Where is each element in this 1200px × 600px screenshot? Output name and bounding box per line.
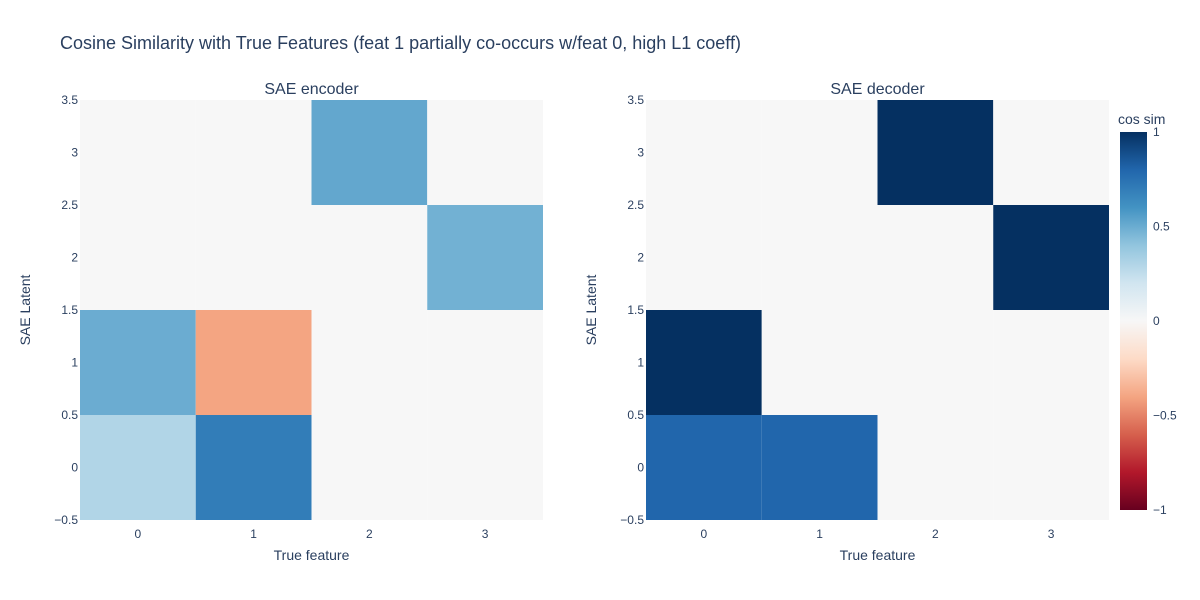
heatmap-cell: [646, 415, 762, 520]
heatmap-cell: [195, 415, 312, 520]
heatmap-cell: [761, 100, 878, 205]
y-tick-label: 0: [71, 461, 78, 475]
heatmap-cell: [877, 100, 994, 205]
heatmap-cell: [761, 415, 878, 520]
heatmap-cell: [80, 205, 196, 310]
y-tick-label: 2: [637, 251, 644, 265]
x-tick-label: 0: [135, 527, 142, 541]
heatmap-panel-1: 0 1 2 3 −0.5 0 0.5 1 1.5 2 2.5 3 3.5 SAE decoder True …: [583, 81, 1109, 563]
colorbar-tick-label: −0.5: [1153, 409, 1177, 423]
heatmap-cell: [80, 100, 196, 205]
heatmap-cell: [80, 310, 196, 415]
y-tick-label: 3: [637, 146, 644, 160]
heatmap-cell: [646, 310, 762, 415]
heatmap-cell: [427, 100, 543, 205]
heatmap-cell: [993, 310, 1109, 415]
x-axis-title: True feature: [840, 547, 916, 563]
heatmap-cell: [195, 310, 312, 415]
heatmap-cell: [80, 415, 196, 520]
y-tick-label: 3.5: [61, 93, 78, 107]
x-tick-label: 2: [932, 527, 939, 541]
y-tick-label: 3: [71, 146, 78, 160]
heatmap-panel-0: 0 1 2 3 −0.5 0 0.5 1 1.5 2 2.5 3 3.5 SAE encoder True …: [17, 81, 543, 563]
colorbar-tick-label: −1: [1153, 503, 1167, 517]
heatmap-cell: [195, 100, 312, 205]
heatmap-cell: [646, 205, 762, 310]
heatmap-cell: [877, 310, 994, 415]
heatmap-cell: [195, 205, 312, 310]
chart-title: Cosine Similarity with True Features (fe…: [60, 33, 741, 53]
y-axis-title: SAE Latent: [583, 274, 599, 345]
x-tick-label: 2: [366, 527, 373, 541]
heatmap-cell: [646, 100, 762, 205]
y-tick-label: 2: [71, 251, 78, 265]
heatmap-cell: [311, 415, 428, 520]
y-tick-label: 0: [637, 461, 644, 475]
heatmap-cell: [877, 205, 994, 310]
heatmap-cell: [427, 310, 543, 415]
subplot-title: SAE encoder: [264, 81, 359, 98]
x-tick-label: 1: [816, 527, 823, 541]
y-tick-label: −0.5: [54, 513, 78, 527]
heatmap-cell: [427, 205, 543, 310]
x-tick-label: 0: [701, 527, 708, 541]
y-tick-label: 1: [637, 356, 644, 370]
y-tick-label: 2.5: [61, 198, 78, 212]
heatmap-cell: [311, 310, 428, 415]
heatmap-cell: [993, 415, 1109, 520]
heatmap-cell: [993, 100, 1109, 205]
x-tick-label: 3: [1048, 527, 1055, 541]
colorbar-gradient: [1120, 132, 1147, 510]
y-tick-label: 1.5: [627, 303, 644, 317]
y-tick-label: 2.5: [627, 198, 644, 212]
y-tick-label: 0.5: [627, 408, 644, 422]
colorbar-tick-label: 0.5: [1153, 220, 1170, 234]
heatmap-cell: [427, 415, 543, 520]
colorbar-tick-label: 1: [1153, 125, 1160, 139]
subplot-title: SAE decoder: [830, 81, 925, 98]
x-axis-title: True feature: [274, 547, 350, 563]
colorbar: cos sim 1 0.5 0 −0.5 −1: [1118, 111, 1177, 517]
y-tick-label: 0.5: [61, 408, 78, 422]
heatmap-cell: [761, 205, 878, 310]
colorbar-tick-label: 0: [1153, 314, 1160, 328]
y-axis-title: SAE Latent: [17, 274, 33, 345]
y-tick-label: 1: [71, 356, 78, 370]
x-tick-label: 1: [250, 527, 257, 541]
y-tick-label: 1.5: [61, 303, 78, 317]
x-tick-label: 3: [482, 527, 489, 541]
colorbar-title: cos sim: [1118, 111, 1165, 127]
heatmap-cell: [311, 205, 428, 310]
y-tick-label: −0.5: [620, 513, 644, 527]
heatmap-cell: [311, 100, 428, 205]
heatmap-cell: [761, 310, 878, 415]
y-tick-label: 3.5: [627, 93, 644, 107]
heatmap-cell: [877, 415, 994, 520]
heatmap-cell: [993, 205, 1109, 310]
